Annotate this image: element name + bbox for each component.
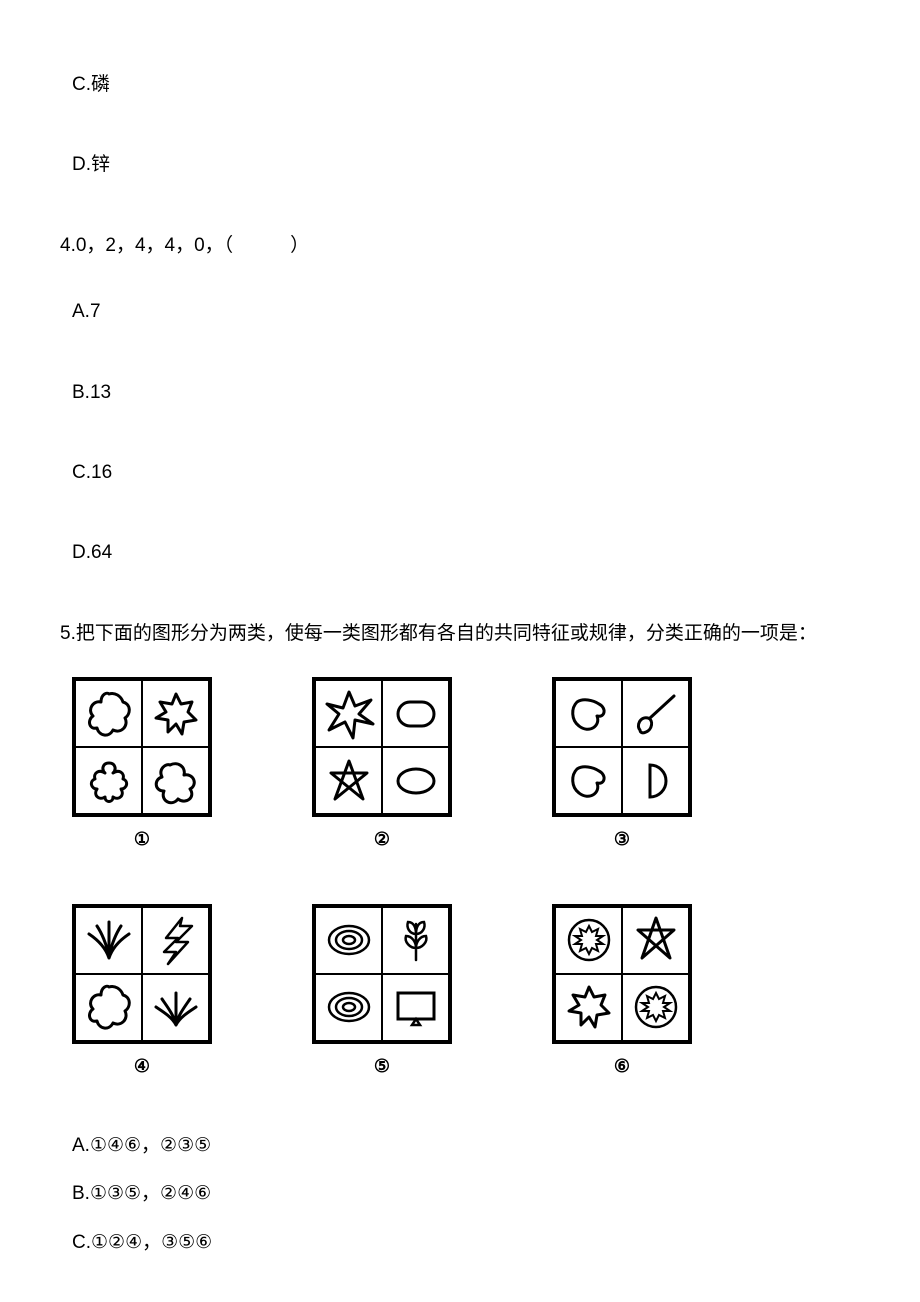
- figure-5: ⑤: [312, 904, 452, 1081]
- figure-4-cell-2: [142, 907, 209, 974]
- q4-option-a: A.7: [72, 297, 860, 327]
- grass-icon: [81, 912, 137, 968]
- question-4-text: 4.0，2，4，4，0，（ ）: [60, 231, 860, 261]
- crossed-star2-icon: [628, 912, 684, 968]
- concentric-ellipse-icon: [321, 912, 377, 968]
- q4-option-b: B.13: [72, 378, 860, 408]
- bean2-icon: [561, 753, 617, 809]
- figure-2: ②: [312, 677, 452, 854]
- figure-3-cell-4: [622, 747, 689, 814]
- figure-5-cell-3: [315, 974, 382, 1041]
- figure-4-cell-4: [142, 974, 209, 1041]
- blob-icon: [81, 686, 137, 742]
- q5-option-c: C.①②④，③⑤⑥: [72, 1228, 860, 1258]
- figure-5-grid: [312, 904, 452, 1044]
- concentric-ellipse2-icon: [321, 979, 377, 1035]
- cloud-blob-icon: [148, 753, 204, 809]
- figure-4-cell-3: [75, 974, 142, 1041]
- half-circle-icon: [628, 753, 684, 809]
- figure-3-grid: [552, 677, 692, 817]
- ellipse-icon: [388, 753, 444, 809]
- figure-1-cell-1: [75, 680, 142, 747]
- grass2-icon: [148, 979, 204, 1035]
- q4-option-d: D.64: [72, 538, 860, 568]
- monitor-icon: [388, 979, 444, 1035]
- rounded-rect-icon: [388, 686, 444, 742]
- blob2-icon: [81, 979, 137, 1035]
- q5-option-a: A.①④⑥，②③⑤: [72, 1131, 860, 1161]
- figure-1-cell-3: [75, 747, 142, 814]
- figure-1-cell-4: [142, 747, 209, 814]
- question-5-text: 5.把下面的图形分为两类，使每一类图形都有各自的共同特征或规律，分类正确的一项是…: [60, 619, 860, 649]
- figure-6: ⑥: [552, 904, 692, 1081]
- figure-6-cell-4: [622, 974, 689, 1041]
- figure-2-grid: [312, 677, 452, 817]
- figure-4-cell-1: [75, 907, 142, 974]
- figure-2-cell-3: [315, 747, 382, 814]
- figure-3-label: ③: [614, 825, 630, 854]
- q5-option-b: B.①③⑤，②④⑥: [72, 1179, 860, 1209]
- star-outline2-icon: [561, 979, 617, 1035]
- figure-1: ①: [72, 677, 212, 854]
- bean-icon: [561, 686, 617, 742]
- spiky-star-icon: [321, 686, 377, 742]
- figure-4: ④: [72, 904, 212, 1081]
- figure-5-label: ⑤: [374, 1052, 390, 1081]
- figure-6-label: ⑥: [614, 1052, 630, 1081]
- crossed-star-icon: [321, 753, 377, 809]
- option-d: D.锌: [72, 150, 860, 180]
- brush-icon: [628, 686, 684, 742]
- figure-1-label: ①: [134, 825, 150, 854]
- figure-row-2: ④: [72, 904, 860, 1081]
- sunburst-circle-icon: [561, 912, 617, 968]
- q4-option-c: C.16: [72, 458, 860, 488]
- figure-2-cell-1: [315, 680, 382, 747]
- figure-6-cell-3: [555, 974, 622, 1041]
- leaf-branch-icon: [388, 912, 444, 968]
- figure-2-label: ②: [374, 825, 390, 854]
- figure-row-1: ① ②: [72, 677, 860, 854]
- figure-2-cell-4: [382, 747, 449, 814]
- figure-5-cell-2: [382, 907, 449, 974]
- flower-outline-icon: [81, 753, 137, 809]
- figure-3-cell-3: [555, 747, 622, 814]
- figure-2-cell-2: [382, 680, 449, 747]
- figure-4-grid: [72, 904, 212, 1044]
- figure-6-cell-1: [555, 907, 622, 974]
- lightning-icon: [148, 912, 204, 968]
- figure-3-cell-2: [622, 680, 689, 747]
- figure-5-cell-4: [382, 974, 449, 1041]
- figure-3-cell-1: [555, 680, 622, 747]
- figure-6-cell-2: [622, 907, 689, 974]
- figure-6-grid: [552, 904, 692, 1044]
- sunburst-circle2-icon: [628, 979, 684, 1035]
- star-outline-icon: [148, 686, 204, 742]
- option-c: C.磷: [72, 70, 860, 100]
- figure-1-cell-2: [142, 680, 209, 747]
- figure-1-grid: [72, 677, 212, 817]
- figure-5-cell-1: [315, 907, 382, 974]
- figure-3: ③: [552, 677, 692, 854]
- figure-4-label: ④: [134, 1052, 150, 1081]
